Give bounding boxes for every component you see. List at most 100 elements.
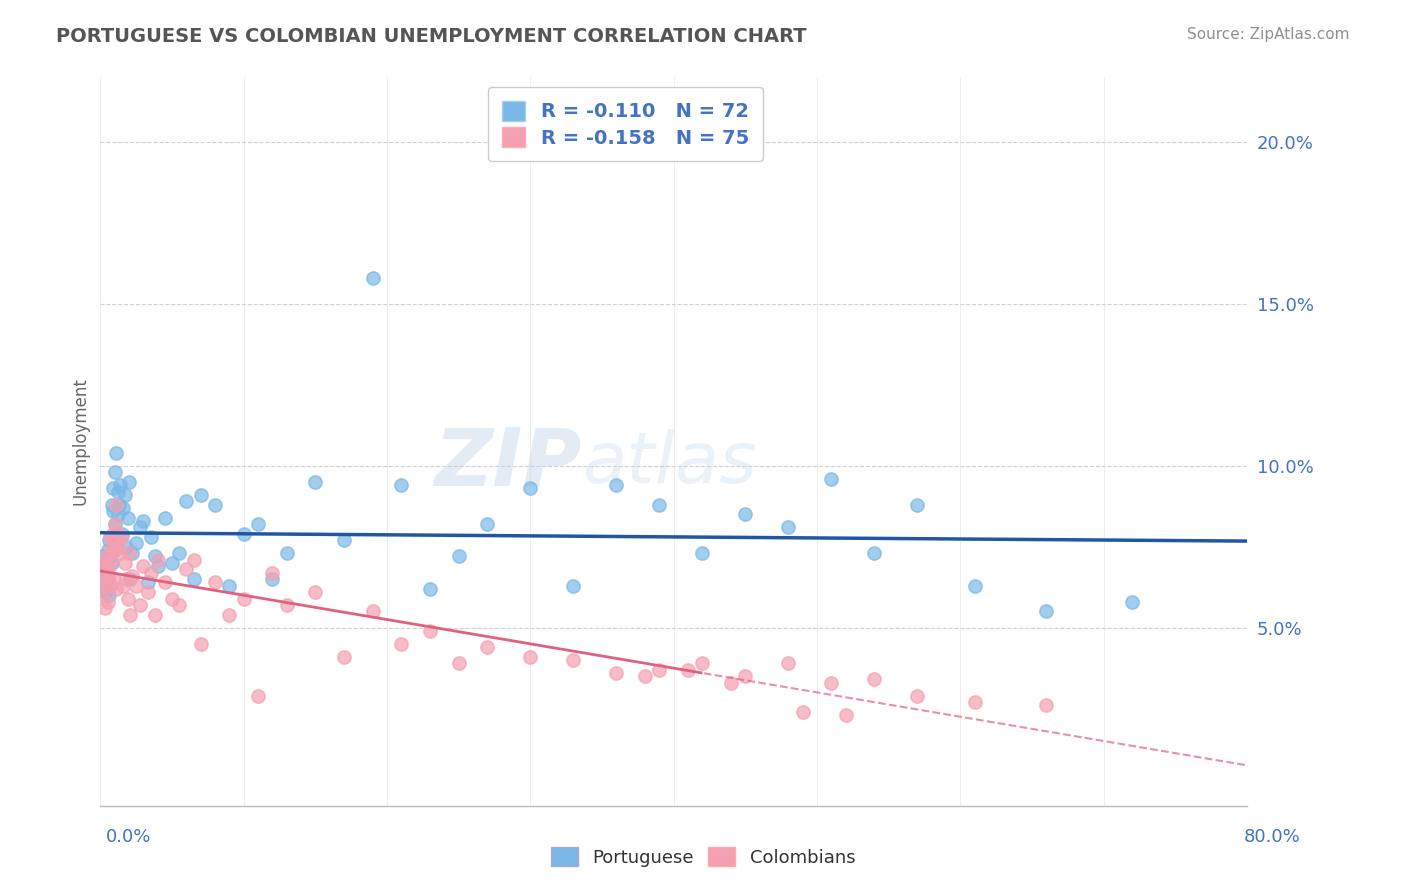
Point <box>96 595 118 609</box>
Point <box>143 549 166 564</box>
Point <box>136 575 159 590</box>
Point <box>153 510 176 524</box>
Point <box>90 559 112 574</box>
Point <box>232 526 254 541</box>
Point <box>93 601 115 615</box>
Point <box>100 556 122 570</box>
Point <box>734 508 756 522</box>
Point <box>115 540 138 554</box>
Point <box>117 510 139 524</box>
Point <box>132 559 155 574</box>
Point <box>121 546 143 560</box>
Point <box>104 543 127 558</box>
Point <box>90 588 112 602</box>
Point <box>118 475 141 489</box>
Point <box>100 530 122 544</box>
Point <box>634 669 657 683</box>
Point <box>190 637 212 651</box>
Point <box>114 556 136 570</box>
Point <box>361 604 384 618</box>
Point <box>105 540 128 554</box>
Point <box>905 498 928 512</box>
Point <box>108 498 131 512</box>
Point <box>276 546 298 560</box>
Point <box>110 478 132 492</box>
Point <box>120 607 142 622</box>
Point <box>304 585 326 599</box>
Point <box>114 488 136 502</box>
Point <box>118 546 141 560</box>
Point <box>91 549 114 564</box>
Point <box>160 556 183 570</box>
Point <box>104 517 127 532</box>
Point <box>97 588 120 602</box>
Point <box>153 575 176 590</box>
Point <box>262 572 284 586</box>
Legend: Portuguese, Colombians: Portuguese, Colombians <box>544 840 862 874</box>
Text: 0.0%: 0.0% <box>105 828 150 846</box>
Text: 80.0%: 80.0% <box>1244 828 1301 846</box>
Point <box>605 665 627 680</box>
Point <box>692 546 714 560</box>
Point <box>96 562 118 576</box>
Point <box>105 498 128 512</box>
Point <box>389 478 412 492</box>
Point <box>389 637 412 651</box>
Point <box>93 562 115 576</box>
Point <box>97 578 120 592</box>
Point <box>692 657 714 671</box>
Point <box>276 598 298 612</box>
Point <box>562 578 585 592</box>
Point <box>778 520 800 534</box>
Point <box>218 607 240 622</box>
Point <box>105 446 128 460</box>
Point <box>101 556 124 570</box>
Point <box>93 585 115 599</box>
Point <box>108 526 131 541</box>
Point <box>447 657 470 671</box>
Point <box>91 578 114 592</box>
Point <box>111 526 134 541</box>
Point <box>183 552 205 566</box>
Point <box>863 546 886 560</box>
Point <box>792 705 814 719</box>
Text: atlas: atlas <box>582 429 756 498</box>
Point <box>333 533 356 548</box>
Point <box>190 488 212 502</box>
Point <box>125 578 148 592</box>
Point <box>183 572 205 586</box>
Point <box>96 543 118 558</box>
Point <box>204 498 226 512</box>
Point <box>115 572 138 586</box>
Point <box>834 708 856 723</box>
Point <box>176 494 198 508</box>
Point <box>204 575 226 590</box>
Point <box>139 566 162 580</box>
Point <box>103 572 125 586</box>
Point <box>94 552 117 566</box>
Point <box>129 598 152 612</box>
Point <box>97 572 120 586</box>
Point <box>112 500 135 515</box>
Point <box>333 649 356 664</box>
Point <box>146 552 169 566</box>
Point <box>94 578 117 592</box>
Point <box>1035 698 1057 713</box>
Point <box>104 465 127 479</box>
Point <box>167 598 190 612</box>
Point <box>247 517 270 532</box>
Point <box>218 578 240 592</box>
Point <box>117 591 139 606</box>
Point <box>262 566 284 580</box>
Point <box>101 546 124 560</box>
Point <box>121 569 143 583</box>
Point <box>136 585 159 599</box>
Point <box>519 649 541 664</box>
Text: PORTUGUESE VS COLOMBIAN UNEMPLOYMENT CORRELATION CHART: PORTUGUESE VS COLOMBIAN UNEMPLOYMENT COR… <box>56 27 807 45</box>
Point <box>820 472 842 486</box>
Point <box>1035 604 1057 618</box>
Text: Source: ZipAtlas.com: Source: ZipAtlas.com <box>1187 27 1350 42</box>
Text: ZIP: ZIP <box>434 425 582 502</box>
Point <box>93 556 115 570</box>
Point <box>101 540 124 554</box>
